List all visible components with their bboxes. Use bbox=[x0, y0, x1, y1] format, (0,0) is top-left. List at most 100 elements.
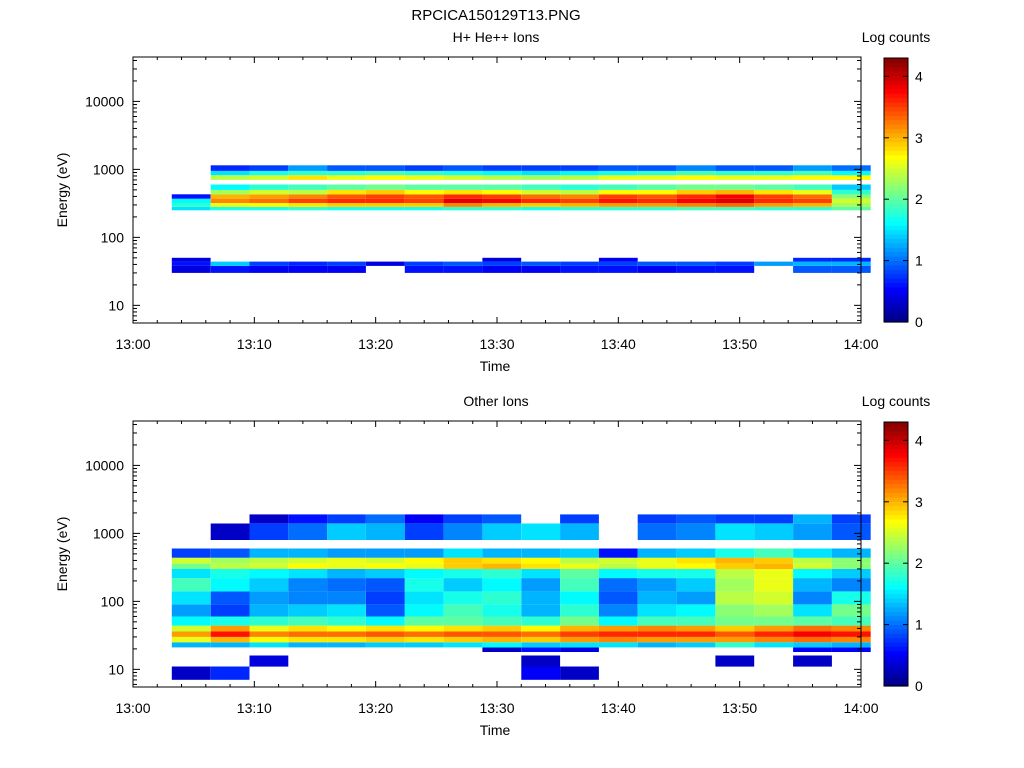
heatmap-cell bbox=[288, 203, 328, 207]
heatmap-cell bbox=[637, 642, 677, 648]
heatmap-cell bbox=[288, 591, 328, 605]
heatmap-cell bbox=[404, 184, 444, 190]
colorbar-segment bbox=[884, 589, 908, 595]
heatmap-cell bbox=[754, 557, 793, 564]
heatmap-cell bbox=[715, 170, 755, 176]
heatmap-cell bbox=[637, 198, 677, 203]
heatmap-cell bbox=[715, 568, 755, 579]
heatmap-cell bbox=[598, 198, 638, 203]
colorbar-frame bbox=[883, 421, 909, 687]
colorbar-segment bbox=[884, 190, 908, 195]
colorbar-segment bbox=[884, 247, 908, 253]
heatmap-cell bbox=[327, 261, 366, 266]
heatmap-cell bbox=[404, 591, 444, 605]
colorbar-segment bbox=[884, 602, 908, 608]
colorbar-segment bbox=[884, 554, 908, 559]
heatmap-cell bbox=[637, 616, 677, 626]
colorbar-segment bbox=[884, 439, 908, 445]
heatmap-cell bbox=[676, 557, 716, 564]
colorbar-segment bbox=[884, 483, 908, 489]
heatmap-cell bbox=[482, 265, 522, 273]
heatmap-cell bbox=[521, 655, 561, 667]
heatmap-cell bbox=[327, 203, 366, 207]
heatmap-cell bbox=[831, 514, 871, 524]
heatmap-cell bbox=[598, 642, 638, 648]
heatmap-cell bbox=[366, 604, 405, 617]
colorbar-segment bbox=[884, 633, 908, 639]
colorbar-tick-label: 4 bbox=[915, 68, 923, 84]
heatmap-cell bbox=[249, 631, 289, 637]
colorbar-segment bbox=[884, 119, 908, 125]
heatmap-cell bbox=[210, 666, 250, 680]
x-tick-label: 13:50 bbox=[722, 700, 757, 716]
heatmap-cell bbox=[249, 175, 289, 180]
heatmap-cell bbox=[482, 647, 522, 652]
colorbar-segment bbox=[884, 527, 908, 533]
heatmap-cell bbox=[676, 261, 716, 266]
heatmap-cell bbox=[676, 194, 716, 199]
heatmap-cell bbox=[637, 165, 677, 171]
heatmap-cell bbox=[249, 261, 289, 266]
heatmap-cell bbox=[288, 207, 328, 211]
heatmap-cell bbox=[249, 523, 289, 540]
colorbar-segment bbox=[884, 172, 908, 178]
heatmap-cell bbox=[637, 514, 677, 524]
colorbar-segment bbox=[884, 286, 908, 292]
heatmap-cell bbox=[521, 198, 561, 203]
heatmap-cell bbox=[676, 523, 716, 540]
colorbar-segment bbox=[884, 141, 908, 147]
heatmap-cell bbox=[210, 175, 250, 180]
heatmap-cell bbox=[366, 175, 405, 180]
heatmap-cell bbox=[327, 636, 366, 643]
heatmap-cell bbox=[715, 175, 755, 180]
heatmap-cell bbox=[676, 625, 716, 632]
heatmap-cell bbox=[521, 631, 561, 637]
colorbar-segment bbox=[884, 532, 908, 537]
heatmap-cell bbox=[443, 198, 483, 203]
heatmap-cell bbox=[171, 636, 211, 643]
heatmap-cell bbox=[288, 568, 328, 579]
heatmap-cell bbox=[754, 625, 793, 632]
heatmap-cell bbox=[171, 198, 211, 203]
heatmap-cell bbox=[404, 568, 444, 579]
heatmap-cell bbox=[210, 625, 250, 632]
colorbar-label: Log counts bbox=[862, 29, 931, 45]
heatmap-cell bbox=[676, 198, 716, 203]
heatmap-cell bbox=[521, 548, 561, 558]
heatmap-cell bbox=[327, 170, 366, 176]
heatmap-cell bbox=[404, 207, 444, 211]
panel-h-he-ions: H+ He++ Ions Energy (eV) Time Log counts… bbox=[54, 29, 930, 374]
colorbar-tick-label: 1 bbox=[915, 617, 923, 633]
heatmap-cell bbox=[443, 265, 483, 273]
colorbar-segment bbox=[884, 650, 908, 656]
heatmap-cell bbox=[210, 563, 250, 569]
heatmap-cell bbox=[793, 557, 832, 564]
heatmap-cell bbox=[327, 189, 366, 195]
heatmap-cell bbox=[521, 184, 561, 190]
heatmap-cell bbox=[210, 194, 250, 199]
heatmap-cell bbox=[560, 175, 599, 180]
heatmap-cell bbox=[443, 184, 483, 190]
colorbar-segment bbox=[884, 58, 908, 63]
heatmap-cell bbox=[521, 170, 561, 176]
heatmap-cell bbox=[560, 647, 599, 652]
heatmap-cell bbox=[249, 557, 289, 564]
heatmap-cell bbox=[327, 625, 366, 632]
heatmap-cell bbox=[598, 568, 638, 579]
heatmap-cell bbox=[715, 514, 755, 524]
y-tick-label: 1000 bbox=[93, 161, 124, 177]
heatmap-cell bbox=[171, 548, 211, 558]
heatmap-cell bbox=[560, 194, 599, 199]
heatmap-cell bbox=[521, 578, 561, 592]
heatmap-cell bbox=[754, 548, 793, 558]
heatmap-cell bbox=[443, 636, 483, 643]
heatmap-cell bbox=[560, 189, 599, 195]
heatmap-cell bbox=[249, 189, 289, 195]
heatmap-cell bbox=[366, 631, 405, 637]
heatmap-cell bbox=[754, 631, 793, 637]
heatmap-cell bbox=[210, 184, 250, 190]
heatmap-cell bbox=[327, 265, 366, 273]
colorbar-segment bbox=[884, 571, 908, 577]
x-tick-label: 13:20 bbox=[358, 700, 393, 716]
heatmap-cell bbox=[598, 257, 638, 262]
